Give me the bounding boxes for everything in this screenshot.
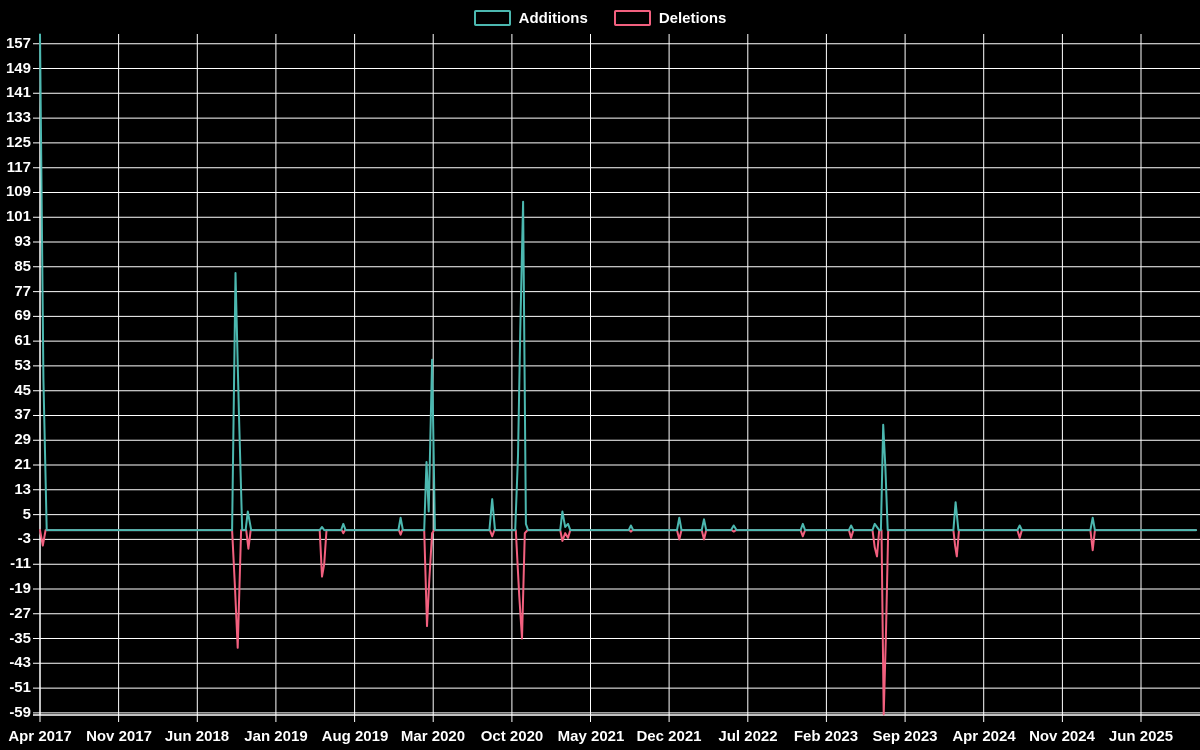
y-tick-label: 101 xyxy=(5,208,31,225)
y-tick-label: 53 xyxy=(14,357,31,374)
y-tick-label: 85 xyxy=(14,258,31,275)
x-tick-label: Oct 2020 xyxy=(480,728,544,745)
x-tick-label: May 2021 xyxy=(557,728,625,745)
x-tick-label: Dec 2021 xyxy=(636,728,702,745)
x-tick-label: Mar 2020 xyxy=(400,728,466,745)
deletions-line xyxy=(39,529,1198,716)
deletions-swatch-icon xyxy=(613,10,651,26)
x-tick-label: Apr 2017 xyxy=(8,728,72,745)
x-tick-label: Aug 2019 xyxy=(321,728,389,745)
y-tick-label: 157 xyxy=(5,35,31,52)
x-tick-label: Jul 2022 xyxy=(718,728,778,745)
y-tick-label: 61 xyxy=(14,332,31,349)
additions-line xyxy=(39,33,1198,532)
y-tick-label: 149 xyxy=(5,60,31,77)
y-tick-label: -51 xyxy=(9,679,31,696)
additions-legend-label: Additions xyxy=(518,9,588,27)
x-tick-label: Nov 2017 xyxy=(86,728,152,745)
y-tick-label: -35 xyxy=(9,630,31,647)
y-tick-label: 13 xyxy=(14,481,31,498)
y-tick-label: 5 xyxy=(22,506,31,523)
y-tick-label: -3 xyxy=(17,530,31,547)
deletions-legend-label: Deletions xyxy=(658,9,727,27)
y-tick-label: 141 xyxy=(5,84,31,101)
y-tick-label: 109 xyxy=(5,183,31,200)
y-tick-label: 29 xyxy=(14,431,31,448)
y-tick-label: -27 xyxy=(9,605,31,622)
y-tick-label: 21 xyxy=(14,456,31,473)
x-tick-label: Jun 2018 xyxy=(164,728,230,745)
y-tick-label: -19 xyxy=(9,580,31,597)
legend-item-deletions[interactable]: Deletions xyxy=(613,9,727,27)
additions-swatch-icon xyxy=(473,10,511,26)
x-tick-label: Nov 2024 xyxy=(1029,728,1095,745)
y-tick-label: 133 xyxy=(5,109,31,126)
y-tick-label: 77 xyxy=(14,283,31,300)
x-tick-label: Feb 2023 xyxy=(793,728,859,745)
series-lines xyxy=(39,33,1198,716)
y-tick-label: 125 xyxy=(5,134,31,151)
gridlines xyxy=(33,34,1200,722)
x-tick-label: Jan 2019 xyxy=(244,728,308,745)
y-tick-label: 117 xyxy=(6,159,31,176)
legend-item-additions[interactable]: Additions xyxy=(473,9,588,27)
y-tick-label: 93 xyxy=(14,233,31,250)
y-tick-label: -43 xyxy=(9,654,31,671)
y-tick-label: 45 xyxy=(14,382,31,399)
x-tick-label: Jun 2025 xyxy=(1108,728,1174,745)
legend: Additions Deletions xyxy=(0,6,1200,30)
y-tick-label: 69 xyxy=(14,307,31,324)
x-tick-label: Apr 2024 xyxy=(952,728,1016,745)
axes xyxy=(33,34,1200,716)
x-tick-label: Sep 2023 xyxy=(872,728,938,745)
y-tick-label: 37 xyxy=(14,406,31,423)
y-tick-label: -11 xyxy=(10,555,31,572)
y-tick-label: -59 xyxy=(9,704,31,721)
